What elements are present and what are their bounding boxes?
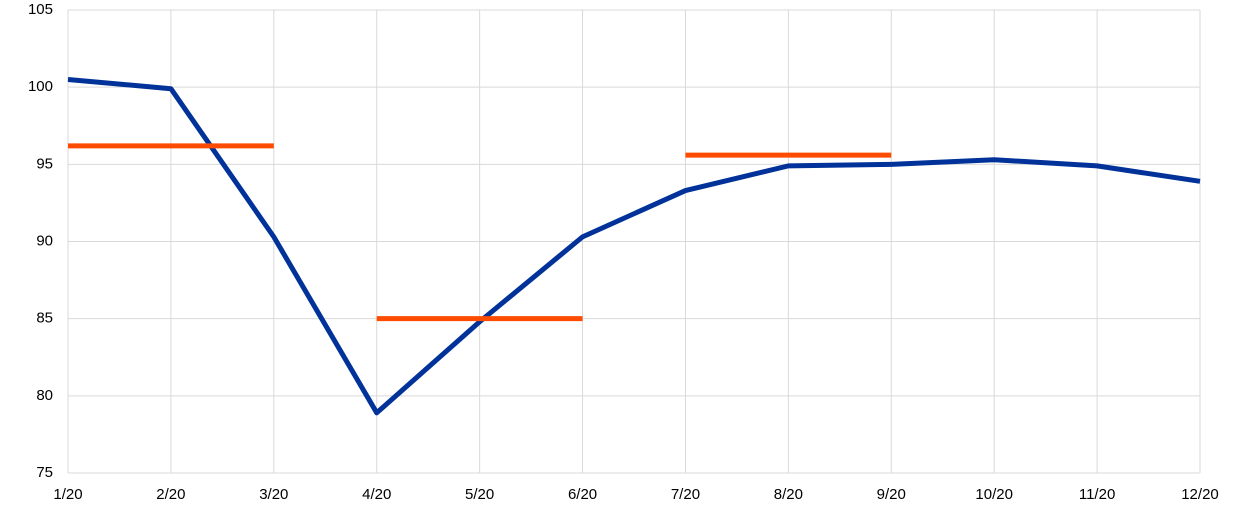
x-tick-label: 1/20 xyxy=(53,486,82,503)
series-line xyxy=(67,76,1201,416)
x-tick-label: 7/20 xyxy=(671,486,700,503)
x-tick-label: 2/20 xyxy=(156,486,185,503)
y-tick-label: 95 xyxy=(36,155,53,172)
x-tick-label: 3/20 xyxy=(259,486,288,503)
y-tick-label: 80 xyxy=(36,387,53,404)
y-tick-label: 75 xyxy=(36,464,53,481)
y-tick-label: 100 xyxy=(28,78,53,95)
x-tick-label: 10/20 xyxy=(975,486,1013,503)
x-tick-label: 4/20 xyxy=(362,486,391,503)
x-tick-label: 9/20 xyxy=(877,486,906,503)
x-tick-label: 8/20 xyxy=(774,486,803,503)
x-tick-label: 12/20 xyxy=(1181,486,1219,503)
y-tick-label: 90 xyxy=(36,232,53,249)
x-tick-label: 5/20 xyxy=(465,486,494,503)
x-tick-label: 11/20 xyxy=(1079,486,1115,503)
y-tick-label: 105 xyxy=(28,1,53,18)
y-tick-label: 85 xyxy=(36,310,53,327)
x-tick-label: 6/20 xyxy=(568,486,597,503)
